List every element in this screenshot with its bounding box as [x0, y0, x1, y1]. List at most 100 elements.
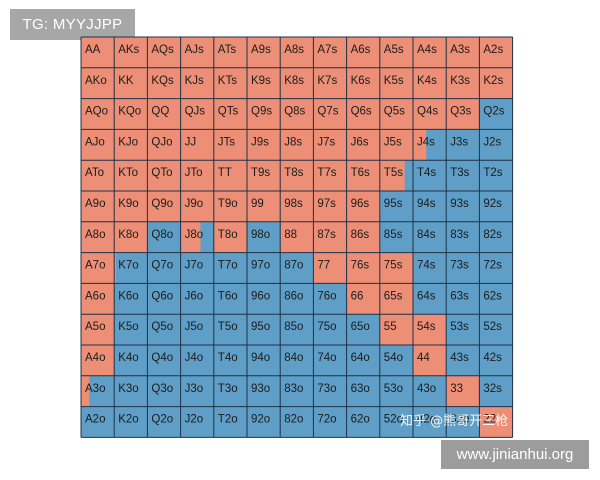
range-cell-87o — [280, 252, 314, 284]
hand-label: K4s — [417, 75, 437, 87]
hand-label: 94o — [251, 352, 270, 364]
hand-label: A8o — [85, 229, 105, 241]
hand-label: K8o — [118, 229, 138, 241]
hand-label: 64o — [351, 352, 370, 364]
range-cell-J9o — [180, 191, 214, 222]
hand-label: 96s — [351, 198, 370, 210]
hand-label: 82s — [483, 229, 502, 241]
range-cell-AKo — [81, 67, 115, 99]
range-cell-75o — [313, 314, 347, 345]
hand-label: QJo — [151, 136, 172, 148]
hand-label: AA — [85, 44, 101, 56]
hand-label: 93s — [450, 198, 469, 210]
range-cell-Q8s — [280, 98, 314, 130]
hand-label: 75o — [317, 321, 336, 333]
range-cell-96s — [346, 191, 380, 222]
hand-label: 76s — [351, 260, 370, 272]
range-cell-A5s — [379, 37, 413, 68]
range-cell-75s — [379, 252, 413, 284]
hand-label: 52o — [384, 414, 403, 426]
hand-label: Q7s — [317, 106, 338, 118]
range-cell-TT — [213, 160, 247, 191]
range-cell-T4s — [413, 160, 447, 191]
hand-label: 83o — [284, 383, 303, 395]
hand-label: A9s — [251, 44, 271, 56]
hand-label: AKo — [85, 75, 107, 87]
range-cell-QJs — [180, 98, 214, 130]
range-cell-63o — [346, 375, 380, 407]
range-cell-J2o — [180, 406, 214, 438]
hand-label: TT — [218, 167, 232, 179]
range-cell-T2s — [479, 160, 513, 191]
range-cell-KJs — [180, 67, 214, 99]
range-cell-K2s — [479, 67, 513, 99]
range-cell-K4s — [413, 67, 447, 99]
hand-label: 86s — [351, 229, 370, 241]
range-cell-JTo — [180, 160, 214, 191]
range-cell-J5o — [180, 314, 214, 345]
hand-label: 52s — [483, 321, 502, 333]
hand-label: ATo — [85, 167, 104, 179]
hand-label: 32s — [483, 383, 502, 395]
hand-label: 62o — [351, 414, 370, 426]
range-cell-J8s — [280, 129, 314, 161]
range-cell-Q5s — [379, 98, 413, 130]
hand-label: J4s — [417, 136, 435, 148]
hand-label: K9o — [118, 198, 138, 210]
range-cell-64s — [413, 283, 447, 315]
range-cell-A9s — [247, 37, 281, 68]
range-cell-raise-portion — [379, 160, 405, 191]
range-cell-J7s — [313, 129, 347, 161]
hand-label: T4s — [417, 167, 436, 179]
hand-label: 42o — [417, 414, 436, 426]
hand-label: Q5s — [384, 106, 405, 118]
hand-label: 32o — [450, 414, 469, 426]
hand-label: A7o — [85, 260, 105, 272]
hand-label: 98s — [284, 198, 303, 210]
range-cell-T5o — [213, 314, 247, 345]
hand-label: 74o — [317, 352, 336, 364]
hand-label: 65o — [351, 321, 370, 333]
hand-label: 85o — [284, 321, 303, 333]
hand-label: KJs — [185, 75, 204, 87]
range-cell-Q5o — [147, 314, 181, 345]
range-cell-54s — [413, 314, 447, 345]
hand-label: 84s — [417, 229, 436, 241]
hand-label: K9s — [251, 75, 271, 87]
range-cell-A8s — [280, 37, 314, 68]
hand-label: AJo — [85, 136, 105, 148]
range-cell-Q6o — [147, 283, 181, 315]
site-watermark-badge: www.jinianhui.org — [441, 440, 589, 469]
hand-label: T7o — [218, 260, 238, 272]
hand-label: T8s — [284, 167, 303, 179]
zhihu-watermark: 知乎 @熊哥开三枪 — [400, 414, 509, 429]
range-cell-72s — [479, 252, 513, 284]
range-cell-A7s — [313, 37, 347, 68]
hand-labels: AA AKs AQs AJs ATs A9s A8s A7s A6s A5s A4s A3s A2s AK… — [85, 44, 505, 426]
range-cell-J9s — [247, 129, 281, 161]
range-cell-65o — [346, 314, 380, 345]
range-cell-A2s — [479, 37, 513, 68]
range-cell-T7o — [213, 252, 247, 284]
hand-label: 87o — [284, 260, 303, 272]
hand-label: 54s — [417, 321, 436, 333]
range-cell-T4o — [213, 345, 247, 376]
hand-label: A4s — [417, 44, 437, 56]
range-cell-QJo — [147, 129, 181, 161]
range-cell-32s — [479, 375, 513, 407]
range-cell-86s — [346, 221, 380, 253]
hand-label: K8s — [284, 75, 304, 87]
hand-label: 53o — [384, 383, 403, 395]
range-cell-KK — [114, 67, 148, 99]
range-cell-A9o — [81, 191, 115, 222]
range-cell-T6s — [346, 160, 380, 191]
range-cell-Q3o — [147, 375, 181, 407]
hand-label: 92s — [483, 198, 502, 210]
hand-label: A4o — [85, 352, 105, 364]
range-cell-Q4o — [147, 345, 181, 376]
hand-label: ATs — [218, 44, 237, 56]
range-cell-K6s — [346, 67, 380, 99]
hand-label: J6s — [351, 136, 369, 148]
tg-watermark-badge: TG: MYYJJPP — [10, 9, 135, 40]
